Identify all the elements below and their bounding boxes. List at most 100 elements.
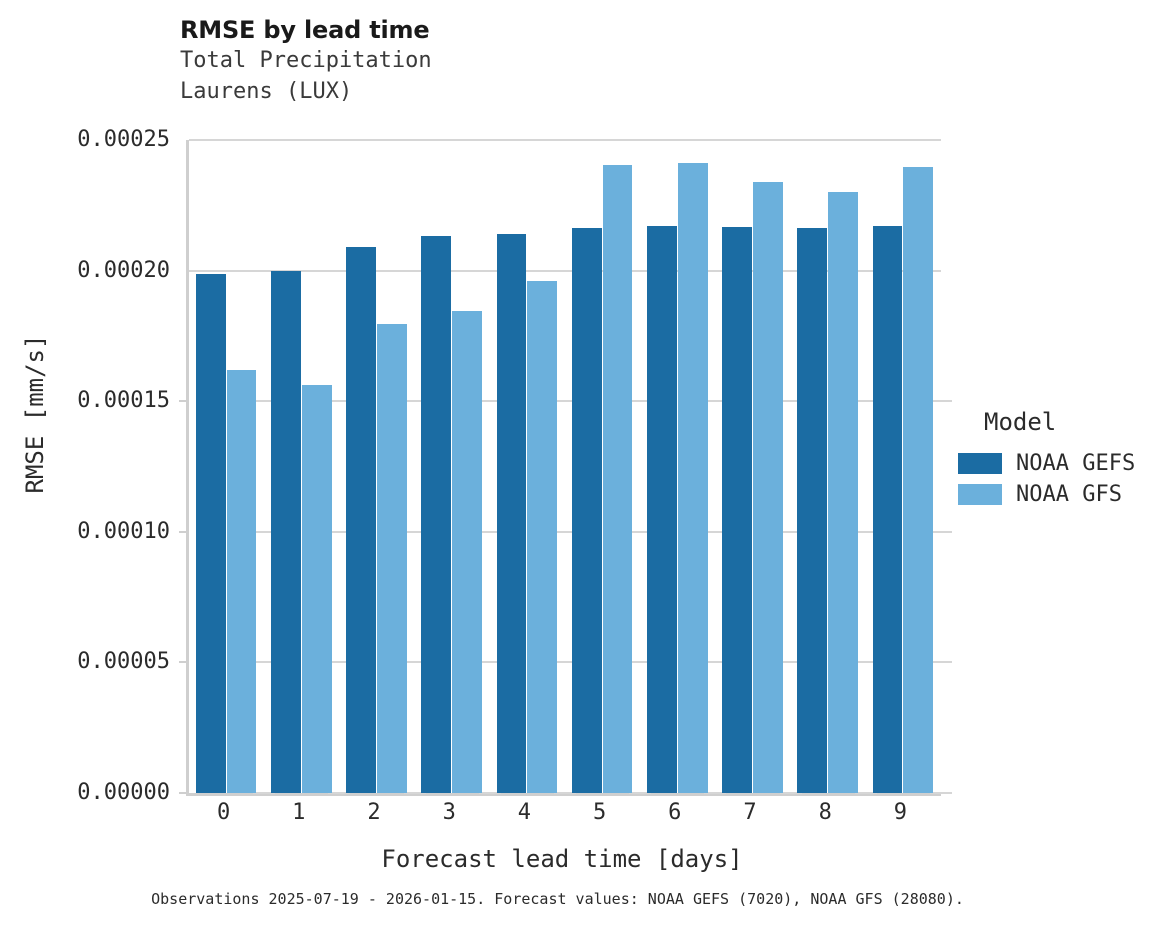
bar[interactable]	[872, 225, 903, 793]
bar[interactable]	[496, 233, 527, 793]
gridline-segment	[704, 400, 727, 403]
plot-area	[179, 139, 952, 796]
gridline-segment	[779, 400, 802, 403]
gridline	[179, 661, 952, 664]
x-tick-label: 9	[893, 800, 908, 825]
gridline-segment	[253, 400, 276, 403]
bar[interactable]	[903, 166, 934, 793]
bar-group	[640, 140, 715, 793]
x-tick-label: 7	[743, 800, 757, 825]
x-tick-label: 1	[292, 800, 306, 825]
bar[interactable]	[195, 273, 226, 793]
gridline	[189, 139, 941, 141]
bar[interactable]	[421, 235, 452, 793]
bar[interactable]	[602, 164, 633, 793]
x-axis-title: Forecast lead time [days]	[381, 845, 743, 873]
gridline-segment	[328, 661, 351, 664]
title-block: RMSE by lead time Total Precipitation La…	[180, 16, 940, 107]
legend-swatch	[958, 453, 1002, 474]
gridline-segment	[328, 530, 351, 533]
gridline-segment	[403, 400, 426, 403]
gridline-segment	[704, 661, 727, 664]
gridline-segment	[854, 792, 877, 794]
legend-label: NOAA GFS	[1016, 482, 1122, 507]
page-title: RMSE by lead time	[180, 16, 430, 44]
bar[interactable]	[646, 225, 677, 793]
x-tick-label: 3	[442, 800, 456, 825]
gridline-segment	[854, 661, 877, 664]
gridline-segment	[554, 792, 576, 794]
bar[interactable]	[752, 181, 783, 793]
bar[interactable]	[571, 227, 602, 793]
bar-group	[715, 140, 790, 793]
x-tick-label: 5	[592, 800, 607, 825]
gridline-segment	[854, 400, 877, 403]
y-tick-label: 0.00005	[77, 649, 170, 675]
gridline-segment	[478, 530, 501, 533]
bar[interactable]	[301, 384, 332, 793]
bar[interactable]	[527, 281, 558, 793]
y-axis-title: RMSE [mm/s]	[21, 334, 49, 494]
legend-swatch	[958, 484, 1002, 505]
gridline-segment	[554, 661, 576, 664]
y-tick-label: 0.00020	[77, 257, 170, 283]
y-tick-label: 0.00015	[77, 388, 170, 414]
gridline-segment	[779, 530, 802, 533]
bars-layer	[189, 140, 941, 793]
gridline-segment	[478, 792, 501, 794]
gridline-segment	[930, 530, 952, 533]
gridline-segment	[629, 792, 652, 794]
bar[interactable]	[797, 227, 828, 793]
gridline	[179, 400, 952, 403]
gridline-segment	[930, 661, 952, 664]
bar-group	[264, 140, 339, 793]
y-tick-label: 0.00000	[77, 780, 170, 805]
gridline-segment	[930, 792, 952, 794]
x-tick-label: 0	[216, 800, 231, 825]
gridline-segment	[930, 400, 952, 403]
legend-item[interactable]: NOAA GEFS	[958, 448, 1173, 479]
y-tick-label: 0.00010	[77, 518, 170, 544]
bar[interactable]	[376, 323, 407, 793]
x-tick-label: 4	[517, 800, 532, 825]
bar-group	[339, 140, 414, 793]
gridline-segment	[403, 530, 426, 533]
legend-item[interactable]: NOAA GFS	[958, 479, 1173, 510]
legend: Model NOAA GEFS NOAA GFS	[958, 408, 1173, 510]
gridline	[179, 792, 952, 794]
gridline-segment	[478, 661, 501, 664]
x-tick-label: 6	[668, 800, 682, 825]
x-axis-tick-labels: 0 1 2 3 4 5 6 7 8 9	[186, 802, 938, 838]
bar[interactable]	[722, 226, 752, 793]
gridline-segment	[253, 530, 276, 533]
gridline-segment	[629, 530, 652, 533]
gridline-segment	[554, 530, 576, 533]
bar[interactable]	[677, 163, 708, 793]
legend-title: Model	[984, 408, 1057, 436]
legend-label: NOAA GEFS	[1016, 451, 1136, 476]
bar[interactable]	[270, 270, 301, 793]
bar-group	[415, 140, 490, 793]
bar-group	[189, 140, 264, 793]
gridline-segment	[779, 661, 802, 664]
gridline-segment	[328, 792, 351, 794]
gridline-segment	[253, 661, 276, 664]
gridline-segment	[554, 400, 576, 403]
gridline-segment	[403, 792, 426, 794]
gridline-segment	[328, 400, 351, 403]
y-axis-tick-labels: 0.00000 0.00005 0.00010 0.00015 0.00020 0.000…	[0, 129, 170, 804]
bar[interactable]	[226, 369, 257, 793]
gridline-segment	[779, 792, 802, 794]
gridline	[189, 269, 941, 272]
bar-group	[490, 140, 565, 793]
chart-caption: Observations 2025-07-19 - 2026-01-15. Fo…	[151, 890, 964, 908]
bar[interactable]	[452, 310, 483, 793]
gridline	[179, 530, 952, 533]
gridline-segment	[629, 661, 652, 664]
gridline-segment	[704, 530, 727, 533]
gridline-segment	[704, 792, 727, 794]
gridline-segment	[854, 530, 877, 533]
bar[interactable]	[828, 191, 859, 793]
chart-subtitle: Total Precipitation Laurens (LUX)	[180, 48, 432, 104]
bar[interactable]	[346, 246, 376, 793]
